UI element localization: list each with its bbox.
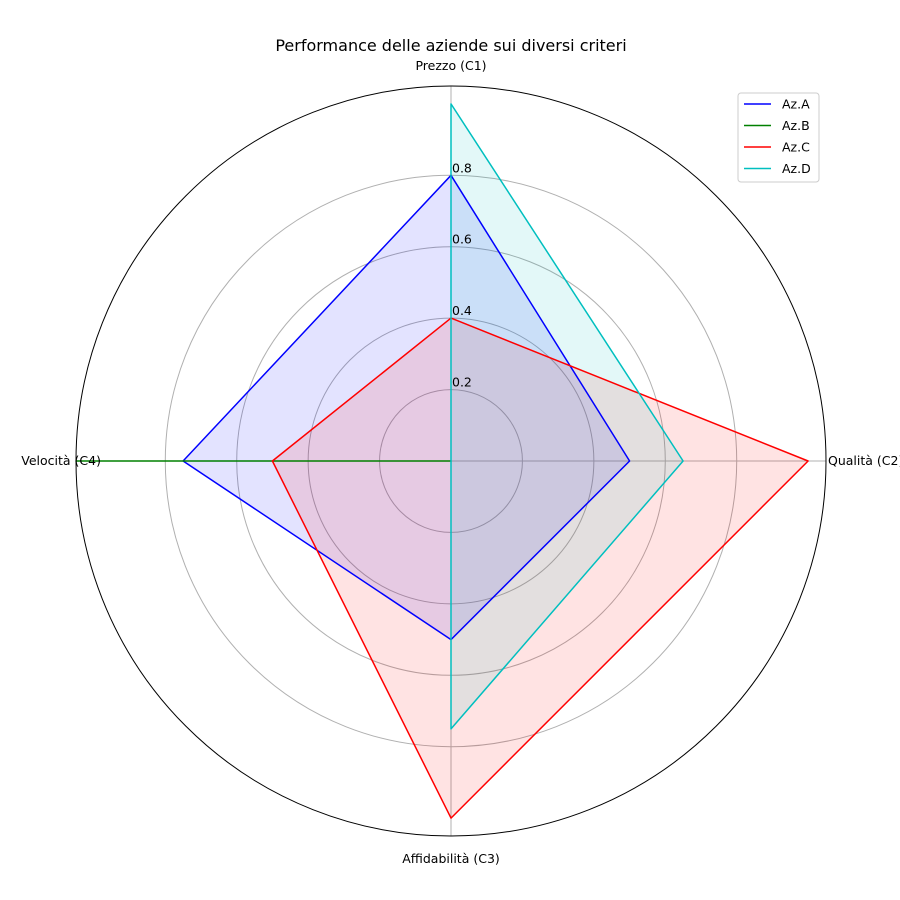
axis-label-3: Velocità (C4) — [21, 453, 101, 468]
series-line-2 — [271, 317, 809, 819]
legend-label-0: Az.A — [782, 97, 810, 112]
legend-label-3: Az.D — [782, 161, 811, 176]
series-fills — [183, 103, 809, 819]
tick-label-0: 0.2 — [452, 375, 472, 390]
tick-label-2: 0.6 — [452, 232, 472, 247]
series-line-3 — [450, 103, 684, 730]
legend-box — [737, 92, 820, 183]
chart-title: Performance delle aziende sui diversi cr… — [275, 36, 626, 55]
axis-label-2: Affidabilità (C3) — [402, 851, 500, 866]
axis-label-1: Qualità (C2) — [828, 453, 900, 468]
axis-label-0: Prezzo (C1) — [415, 58, 486, 73]
tick-label-3: 0.8 — [452, 160, 472, 175]
radial-ticks: 0.2 0.4 0.6 0.8 — [452, 160, 472, 389]
series-lines — [75, 103, 809, 819]
legend: Az.A Az.B Az.C Az.D — [737, 92, 820, 183]
axis-labels: Prezzo (C1) Qualità (C2) Affidabilità (C3)… — [21, 58, 900, 866]
legend-label-2: Az.C — [782, 140, 810, 155]
series-fill-3 — [451, 103, 684, 729]
series-fill-0 — [183, 175, 630, 640]
tick-label-1: 0.4 — [452, 303, 472, 318]
legend-label-1: Az.B — [782, 118, 810, 133]
series-fill-2 — [272, 318, 809, 819]
